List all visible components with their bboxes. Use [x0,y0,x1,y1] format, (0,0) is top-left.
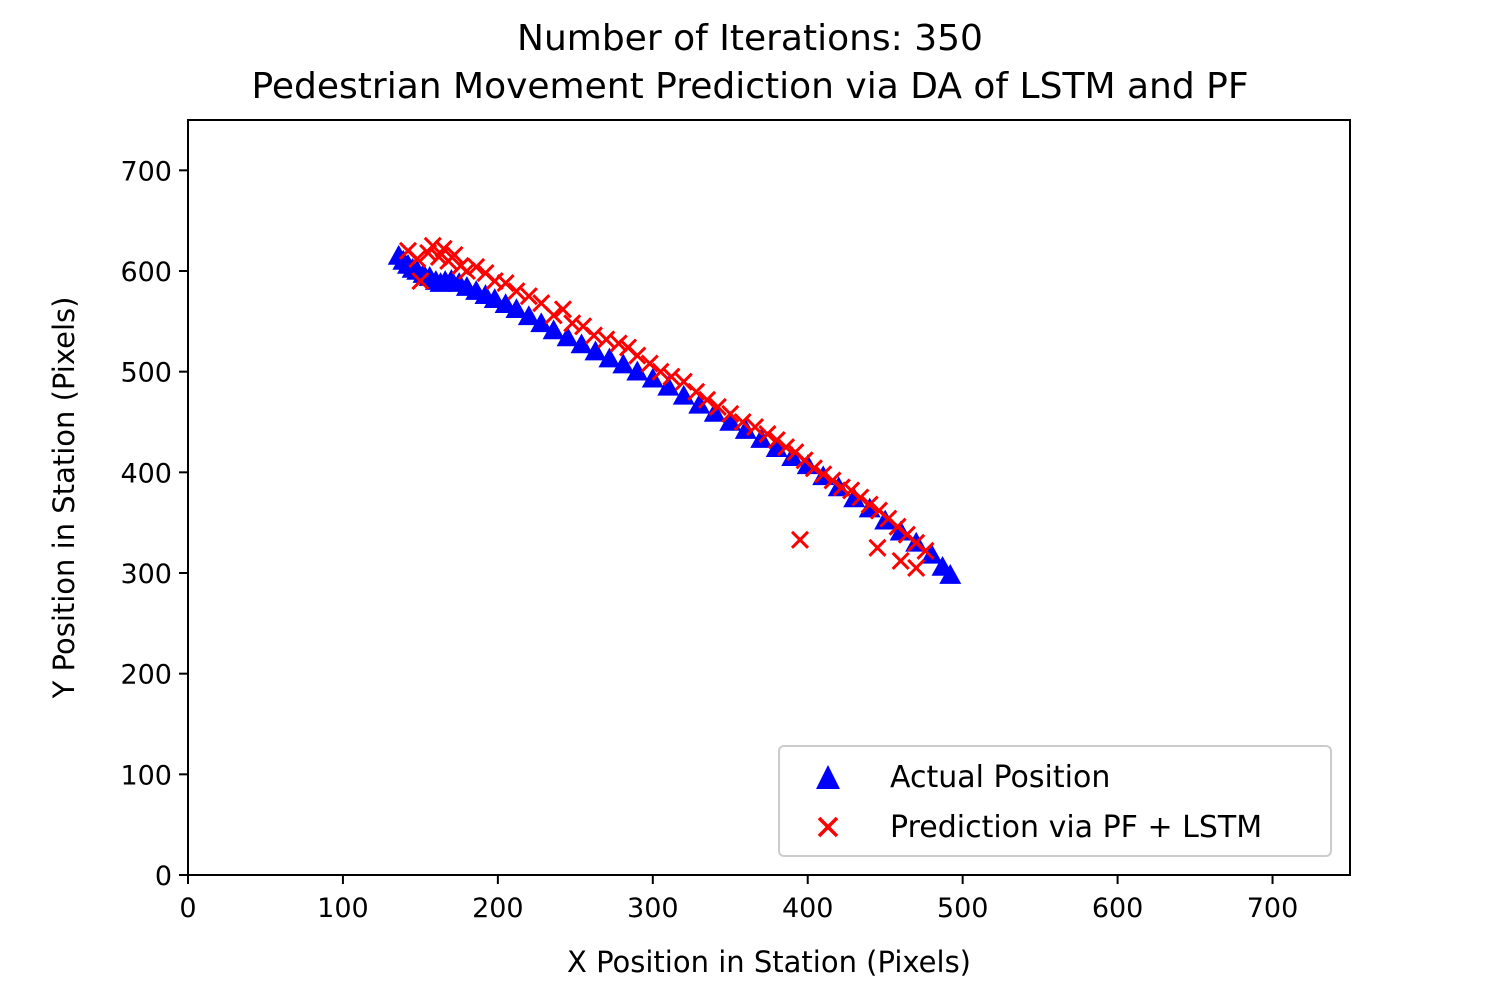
x-tick-label: 500 [937,893,989,924]
prediction-point [662,367,681,386]
x-tick-label: 300 [627,893,679,924]
prediction-point [519,287,538,306]
legend-label-prediction: Prediction via PF + LSTM [890,809,1263,845]
prediction-point [916,541,935,560]
prediction-point [445,245,464,264]
actual-position-point [556,326,579,347]
prediction-point [823,471,842,490]
actual-position-point [939,564,962,584]
prediction-point [553,300,572,319]
actual-position-point [626,360,649,381]
actual-position-point [688,393,711,414]
prediction-point [776,438,796,457]
prediction-point [804,459,823,478]
prediction-point [597,330,616,349]
prediction-point [563,314,582,333]
prediction-point [790,530,810,549]
prediction-point [851,488,870,507]
x-tick-label: 600 [1092,893,1144,924]
actual-position-point [874,509,897,530]
prediction-point [423,236,442,255]
prediction-point [640,354,659,373]
y-tick-label: 600 [120,257,172,288]
y-tick-label: 700 [120,156,172,187]
x-tick-label: 400 [782,893,834,924]
prediction-point [434,239,453,258]
chart-subtitle: Pedestrian Movement Prediction via DA of… [251,66,1249,107]
actual-position-point [920,543,943,564]
y-tick-label: 100 [120,760,172,791]
prediction-point [408,249,427,268]
prediction-point [609,334,628,353]
prediction-point [584,326,603,345]
x-tick-label: 700 [1247,893,1299,924]
actual-position-point [657,375,680,396]
chart-title: Number of Iterations: 350 [517,18,983,59]
actual-position-point [734,419,757,439]
x-axis-label: X Position in Station (Pixels) [567,945,971,979]
prediction-point [860,495,879,514]
prediction-point [767,431,786,450]
actual-position-point [530,312,553,333]
prediction-point [814,465,833,484]
prediction-series [398,236,935,578]
prediction-point [687,382,706,401]
x-tick-label: 100 [317,893,369,924]
x-tick-label: 0 [179,893,196,924]
prediction-point [697,390,717,409]
y-tick-label: 500 [120,358,172,389]
actual-position-point [570,333,593,354]
prediction-point [721,404,740,424]
prediction-point [907,558,926,578]
prediction-point [758,425,777,444]
actual-position-series [387,244,962,584]
legend-item-actual: Actual Position [780,757,1110,797]
prediction-point [651,362,670,381]
prediction-point [674,372,693,391]
y-tick-label: 200 [120,660,172,691]
prediction-point [708,397,727,416]
legend-item-prediction: Prediction via PF + LSTM [780,807,1262,847]
prediction-point [842,481,861,500]
prediction-point [745,417,765,437]
actual-position-point [517,305,540,326]
actual-position-point [719,411,742,431]
x-tick-label: 200 [472,893,524,924]
prediction-point [411,272,430,291]
actual-position-point [843,487,866,508]
x-marker-icon [798,807,858,847]
ticks-layer: 0 100 200 300 400 500 600 700 0 100 200 300 400 500 60… [120,156,1298,924]
triangle-marker-icon [798,757,858,797]
prediction-point [891,551,910,570]
prediction-point [457,261,476,281]
actual-position-point [542,319,565,340]
prediction-point [467,257,486,277]
actual-position-point [612,353,635,374]
y-tick-label: 0 [155,861,172,892]
y-tick-label: 400 [120,458,172,489]
prediction-point [868,538,887,557]
points-layer [387,236,962,584]
prediction-point [733,412,752,432]
plot-area-frame [187,119,1351,876]
actual-position-point [598,347,621,368]
legend: Actual Position Prediction via PF + LSTM [778,745,1332,857]
actual-position-point [584,340,607,361]
actual-position-point [750,428,773,448]
actual-position-point [505,298,528,319]
y-tick-label: 300 [120,559,172,590]
prediction-point [544,306,563,325]
prediction-point [496,274,515,293]
prediction-point [628,346,647,365]
legend-label-actual: Actual Position [890,759,1111,795]
prediction-point [507,282,526,301]
y-axis-label: Y Position in Station (Pixels) [47,297,81,700]
